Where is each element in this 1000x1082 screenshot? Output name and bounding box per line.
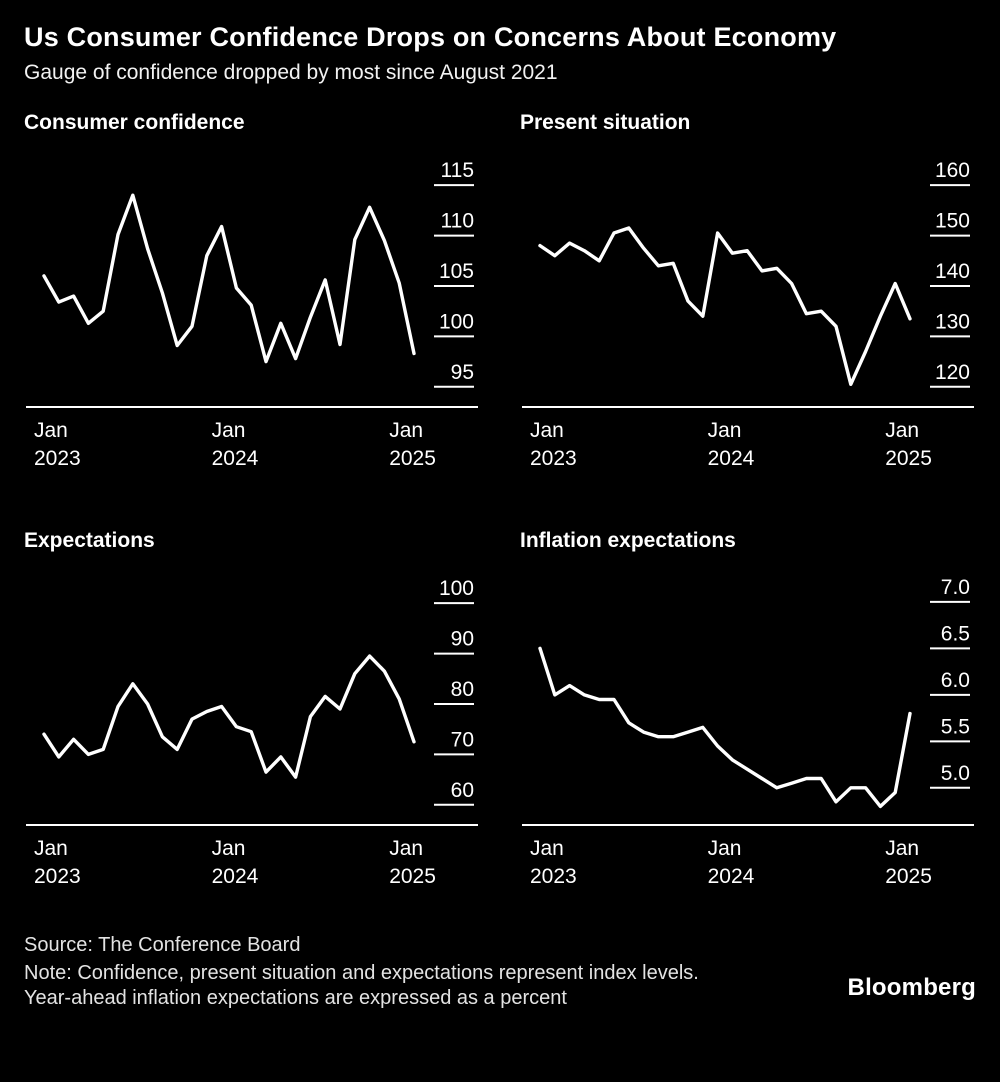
svg-text:100: 100: [439, 310, 474, 333]
svg-text:Jan: Jan: [708, 419, 742, 442]
panel-title: Inflation expectations: [520, 529, 736, 553]
bloomberg-logo: Bloomberg: [847, 973, 976, 1001]
svg-text:2024: 2024: [708, 865, 755, 888]
svg-text:105: 105: [439, 260, 474, 283]
page-title: Us Consumer Confidence Drops on Concerns…: [24, 22, 837, 52]
svg-text:Jan: Jan: [708, 837, 742, 860]
panel-expectations: Expectations 60 70 80 90 100 Jan 2023 Jan 2024 Ja…: [24, 529, 480, 893]
svg-text:115: 115: [441, 159, 474, 182]
svg-text:100: 100: [439, 577, 474, 600]
svg-text:5.5: 5.5: [941, 715, 970, 738]
svg-text:70: 70: [451, 728, 474, 751]
note-text: Note: Confidence, present situation and …: [24, 961, 699, 1010]
svg-text:150: 150: [935, 210, 970, 233]
svg-text:Jan: Jan: [885, 419, 919, 442]
svg-text:2024: 2024: [708, 447, 755, 470]
svg-text:120: 120: [935, 361, 970, 384]
inflation-expectations-chart: 5.0 5.5 6.0 6.5 7.0 Jan 2023 Jan 2024 Jan 2025: [522, 576, 974, 888]
svg-text:110: 110: [441, 210, 474, 233]
svg-text:80: 80: [451, 678, 474, 701]
svg-text:Jan: Jan: [212, 419, 246, 442]
panel-title: Present situation: [520, 111, 691, 135]
panel-consumer-confidence: Consumer confidence 95 100 105 110 115 Jan 202…: [24, 111, 480, 475]
svg-text:2024: 2024: [212, 865, 259, 888]
svg-text:Jan: Jan: [389, 837, 423, 860]
svg-text:Jan: Jan: [212, 837, 246, 860]
svg-text:6.0: 6.0: [941, 669, 970, 692]
footer-text: Source: The Conference Board Note: Confi…: [24, 933, 714, 1012]
svg-text:2023: 2023: [530, 447, 577, 470]
svg-text:2023: 2023: [530, 865, 577, 888]
svg-text:2025: 2025: [885, 865, 932, 888]
svg-text:2025: 2025: [389, 447, 436, 470]
svg-text:2024: 2024: [212, 447, 259, 470]
present-situation-chart: 120 130 140 150 160 Jan 2023 Jan 2024 Jan 2025: [522, 159, 974, 470]
panel-inflation-expectations: Inflation expectations 5.0 5.5 6.0 6.5 7.0 Ja…: [520, 529, 976, 893]
consumer-confidence-chart: 95 100 105 110 115 Jan 2023 Jan 2024 Jan 2025: [26, 159, 478, 470]
svg-text:Jan: Jan: [34, 419, 68, 442]
svg-text:160: 160: [935, 159, 970, 182]
svg-text:Jan: Jan: [389, 419, 423, 442]
svg-text:5.0: 5.0: [941, 762, 970, 785]
svg-text:2023: 2023: [34, 865, 81, 888]
svg-text:90: 90: [451, 628, 474, 651]
svg-text:2025: 2025: [389, 865, 436, 888]
footer: Source: The Conference Board Note: Confi…: [24, 933, 976, 1012]
svg-text:2023: 2023: [34, 447, 81, 470]
page-subtitle: Gauge of confidence dropped by most sinc…: [24, 61, 558, 85]
panel-present-situation: Present situation 120 130 140 150 160 Jan 2023…: [520, 111, 976, 475]
svg-text:6.5: 6.5: [941, 622, 970, 645]
svg-text:95: 95: [451, 361, 474, 384]
svg-text:Jan: Jan: [885, 837, 919, 860]
svg-text:Jan: Jan: [34, 837, 68, 860]
expectations-chart: 60 70 80 90 100 Jan 2023 Jan 2024 Jan 2025: [26, 577, 478, 888]
svg-text:140: 140: [935, 260, 970, 283]
chart-grid: Consumer confidence 95 100 105 110 115 Jan 202…: [24, 111, 976, 893]
svg-text:Jan: Jan: [530, 419, 564, 442]
source-text: Source: The Conference Board: [24, 934, 301, 957]
svg-text:7.0: 7.0: [941, 576, 970, 599]
svg-text:130: 130: [935, 310, 970, 333]
panel-title: Expectations: [24, 529, 155, 553]
svg-text:Jan: Jan: [530, 837, 564, 860]
svg-text:60: 60: [451, 779, 474, 802]
panel-title: Consumer confidence: [24, 111, 245, 135]
svg-text:2025: 2025: [885, 447, 932, 470]
